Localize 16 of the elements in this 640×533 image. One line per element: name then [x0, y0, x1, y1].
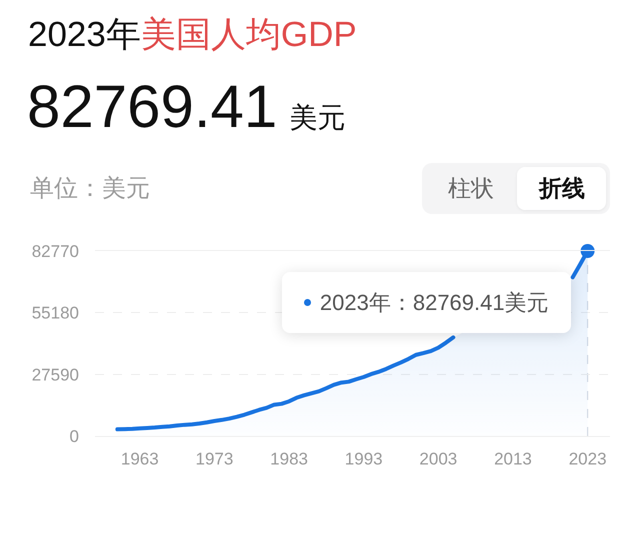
x-tick-label: 1963 — [120, 449, 159, 468]
x-tick-label: 1983 — [270, 449, 308, 468]
toggle-group: 柱状 折线 — [422, 163, 610, 214]
y-tick-label: 82770 — [32, 242, 79, 261]
x-tick-label: 2013 — [494, 449, 532, 468]
x-tick-label: 1993 — [344, 449, 383, 468]
x-tick-label: 2023 — [568, 449, 607, 468]
y-tick-label: 0 — [70, 426, 79, 446]
y-axis-title: 单位：美元 — [30, 174, 150, 204]
annotation: 2023年：82769.41美元 — [320, 288, 549, 316]
x-tick-label: 1973 — [196, 449, 234, 468]
y-tick-label: 55180 — [32, 304, 79, 323]
chart-title: 2023年美国人均GDP — [28, 14, 357, 56]
y-tick-label: 27590 — [32, 365, 79, 384]
chart-subtitle: 82769.41 美元 — [27, 73, 346, 140]
x-tick-label: 2003 — [419, 449, 458, 468]
